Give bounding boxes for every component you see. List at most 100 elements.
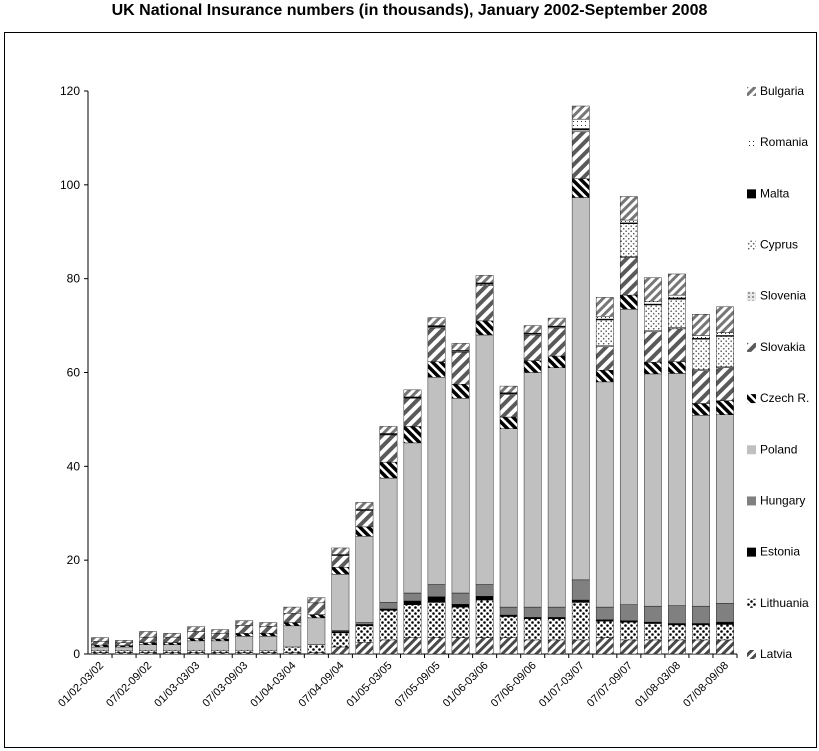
bar-segment xyxy=(499,385,518,393)
legend-label: Bulgaria xyxy=(760,84,804,98)
x-tick-label: 01/02-03/02 xyxy=(56,660,106,710)
bar-segment xyxy=(427,325,446,328)
bar-segment xyxy=(523,372,542,608)
bar-segment xyxy=(259,650,278,653)
bar-segment xyxy=(716,624,734,641)
bar-segment xyxy=(451,398,470,594)
bar-segment xyxy=(595,619,614,622)
bar-segment xyxy=(644,361,662,375)
bar-segment xyxy=(595,297,614,317)
bar-segment xyxy=(499,394,518,418)
x-tick-label: 07/06-09/06 xyxy=(489,660,539,710)
bar-segment xyxy=(331,555,350,568)
bar-segment xyxy=(139,644,157,651)
bar-segment xyxy=(475,285,494,322)
bar-segment xyxy=(355,624,374,627)
bar-segment xyxy=(692,370,710,404)
bar-segment xyxy=(619,639,638,655)
bar-segment xyxy=(403,600,422,605)
bar-segment xyxy=(211,638,230,642)
chart-title: UK National Insurance numbers (in thousa… xyxy=(111,2,708,19)
bar-segment xyxy=(619,219,638,224)
bar-segment xyxy=(331,567,350,575)
legend-label: Slovakia xyxy=(760,340,806,354)
legend-label: Latvia xyxy=(760,647,792,661)
bar-segment xyxy=(307,602,326,615)
x-tick-label: 07/04-09/04 xyxy=(297,660,347,710)
x-tick-label: 07/05-09/05 xyxy=(393,660,443,710)
bar-segment xyxy=(403,442,422,594)
bar-segment xyxy=(451,343,470,351)
bar-segment xyxy=(668,624,686,641)
bar-segment xyxy=(595,319,614,346)
bar-segment xyxy=(235,633,254,637)
bar-segment xyxy=(571,131,590,179)
legend-swatch xyxy=(747,598,756,608)
bar-segment xyxy=(499,606,518,616)
bar-segment xyxy=(283,622,302,627)
bar-segment xyxy=(668,328,686,362)
x-tick-label: 07/03-09/03 xyxy=(200,660,250,710)
bar-segment xyxy=(547,618,566,641)
bar-segment xyxy=(259,652,278,655)
bar-segment xyxy=(163,650,181,653)
bar-segment xyxy=(283,646,302,653)
bar-segment xyxy=(523,606,542,618)
bar-segment xyxy=(355,625,374,643)
bar-segment xyxy=(547,355,566,369)
legend-swatch xyxy=(747,547,756,557)
bar-segment xyxy=(187,638,206,642)
bar-segment xyxy=(716,336,734,368)
bar-segment xyxy=(475,284,494,286)
bar-segment xyxy=(475,599,494,638)
bar-segment xyxy=(692,338,710,370)
bar-segment xyxy=(668,361,686,374)
bar-segment xyxy=(211,652,230,655)
bar-segment xyxy=(163,652,181,655)
bar-segment xyxy=(475,596,494,601)
bar-segment xyxy=(163,644,181,651)
bar-segment xyxy=(187,631,206,639)
bar-segment xyxy=(235,652,254,655)
bar-segment xyxy=(379,608,398,611)
legend-swatch xyxy=(747,240,756,250)
bar-segment xyxy=(475,275,494,284)
bar-segment xyxy=(331,547,350,555)
bar-segment xyxy=(115,645,133,648)
bar-segment xyxy=(307,644,326,653)
bar-segment xyxy=(716,367,734,401)
bar-segment xyxy=(331,574,350,631)
bar-segment xyxy=(692,335,710,339)
bar-segment xyxy=(571,197,590,581)
x-tick-label: 01/05-03/05 xyxy=(345,660,395,710)
legend-label: Romania xyxy=(760,135,808,149)
bar-segment xyxy=(211,633,230,640)
legend-label: Slovenia xyxy=(760,289,806,303)
bar-segment xyxy=(523,617,542,620)
legend-swatch xyxy=(747,138,756,148)
bar-segment xyxy=(403,426,422,444)
bar-segment xyxy=(139,631,157,638)
bar-segment xyxy=(619,621,638,641)
bar-segment xyxy=(331,646,350,655)
bar-segment xyxy=(259,635,278,651)
bar-segment xyxy=(451,637,470,655)
bar-segment xyxy=(595,369,614,383)
bar-segment xyxy=(427,596,446,603)
bar-segment xyxy=(451,352,470,385)
x-tick-label: 07/07-09/07 xyxy=(585,660,635,710)
bar-segment xyxy=(595,620,614,638)
bar-segment xyxy=(235,635,254,651)
bar-segment xyxy=(668,294,686,299)
bar-segment xyxy=(619,223,638,257)
bar-segment xyxy=(403,389,422,398)
bar-segment xyxy=(307,617,326,645)
bar-segment xyxy=(668,327,686,330)
bar-segment xyxy=(427,602,446,638)
bar-segment xyxy=(692,414,710,607)
bar-segment xyxy=(716,400,734,415)
bar-segment xyxy=(668,639,686,655)
bar-segment xyxy=(427,584,446,597)
bar-segment xyxy=(115,650,133,653)
